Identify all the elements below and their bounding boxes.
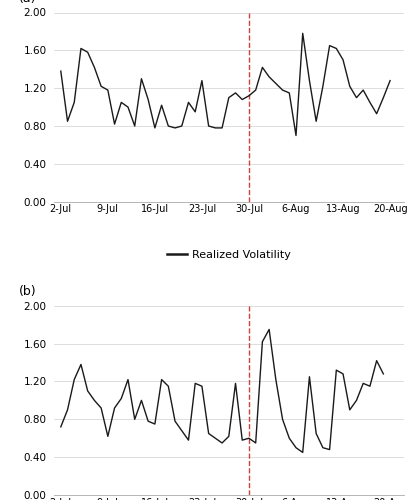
Text: (b): (b) xyxy=(19,285,37,298)
Legend: Realized Volatility: Realized Volatility xyxy=(163,245,295,264)
Text: (a): (a) xyxy=(19,0,37,5)
